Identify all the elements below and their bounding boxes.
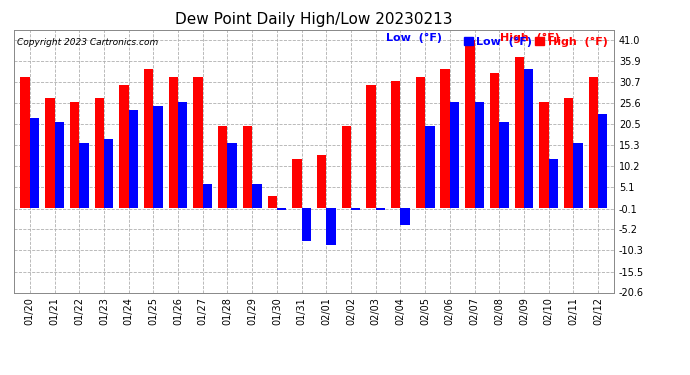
Bar — [564, 98, 573, 208]
Legend: Low  (°F), High  (°F): Low (°F), High (°F) — [463, 36, 609, 48]
Bar — [243, 126, 252, 208]
Bar — [55, 122, 64, 208]
Bar — [400, 208, 410, 225]
Bar — [70, 102, 79, 208]
Bar — [79, 142, 88, 208]
Bar — [351, 208, 360, 210]
Bar — [302, 208, 311, 241]
Bar — [465, 40, 475, 208]
Bar — [128, 110, 138, 208]
Bar — [178, 102, 188, 208]
Bar — [218, 126, 228, 208]
Bar — [450, 102, 460, 208]
Bar — [475, 102, 484, 208]
Bar — [193, 77, 203, 208]
Text: High  (°F): High (°F) — [500, 33, 560, 43]
Bar — [292, 159, 302, 208]
Bar — [425, 126, 435, 208]
Bar — [524, 69, 533, 208]
Bar — [549, 159, 558, 208]
Bar — [252, 184, 262, 208]
Bar — [119, 85, 128, 208]
Bar — [104, 138, 113, 208]
Bar — [30, 118, 39, 208]
Bar — [589, 77, 598, 208]
Bar — [376, 208, 385, 210]
Bar — [416, 77, 425, 208]
Bar — [317, 155, 326, 208]
Bar — [342, 126, 351, 208]
Bar — [515, 57, 524, 208]
Bar — [391, 81, 400, 208]
Bar — [573, 142, 583, 208]
Text: Low  (°F): Low (°F) — [386, 33, 442, 43]
Bar — [21, 77, 30, 208]
Title: Dew Point Daily High/Low 20230213: Dew Point Daily High/Low 20230213 — [175, 12, 453, 27]
Bar — [440, 69, 450, 208]
Bar — [45, 98, 55, 208]
Bar — [366, 85, 376, 208]
Text: Copyright 2023 Cartronics.com: Copyright 2023 Cartronics.com — [17, 38, 158, 47]
Bar — [168, 77, 178, 208]
Bar — [203, 184, 212, 208]
Bar — [598, 114, 607, 208]
Bar — [153, 106, 163, 208]
Bar — [500, 122, 509, 208]
Bar — [268, 196, 277, 208]
Bar — [144, 69, 153, 208]
Bar — [277, 208, 286, 210]
Bar — [228, 142, 237, 208]
Bar — [540, 102, 549, 208]
Bar — [95, 98, 104, 208]
Bar — [490, 73, 500, 208]
Bar — [326, 208, 336, 245]
